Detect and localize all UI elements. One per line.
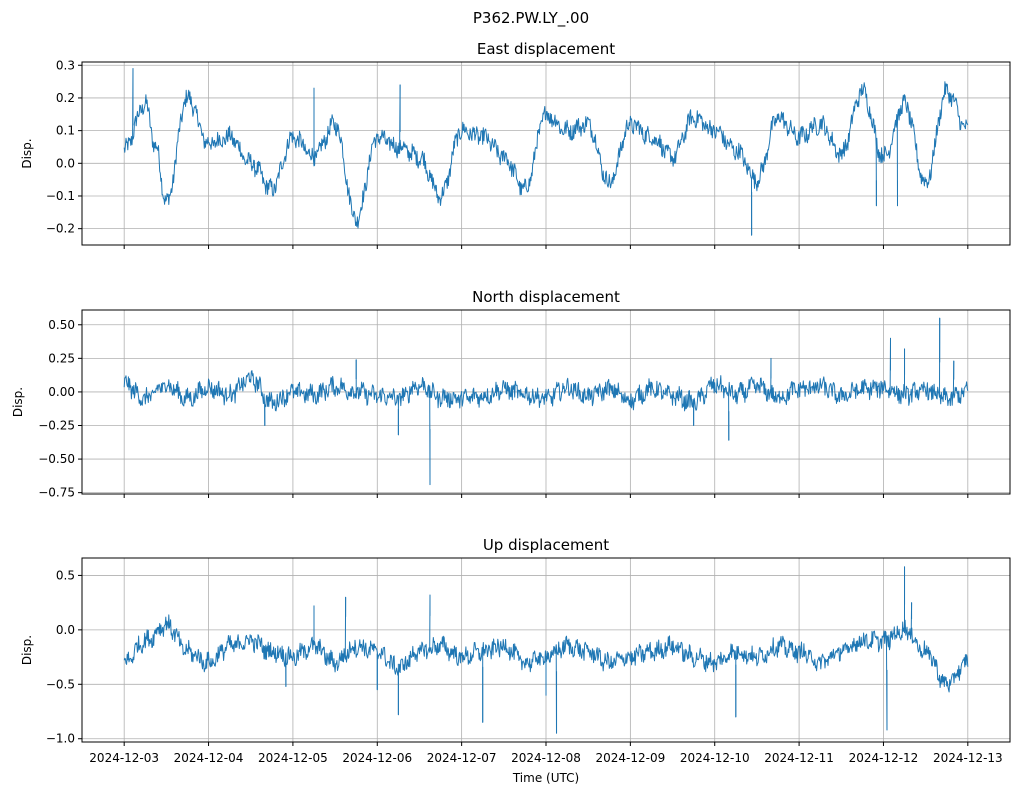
panel-title: North displacement — [472, 288, 620, 306]
x-tick-label: 2024-12-12 — [849, 751, 919, 765]
x-tick-label: 2024-12-07 — [427, 751, 497, 765]
y-tick-label: 0.0 — [56, 156, 75, 170]
y-axis-label: Disp. — [11, 387, 25, 417]
y-tick-label: 0.2 — [56, 91, 75, 105]
x-tick-label: 2024-12-08 — [511, 751, 581, 765]
x-tick-label: 2024-12-04 — [174, 751, 244, 765]
displacement-series-line — [123, 566, 969, 734]
panel-title: Up displacement — [483, 536, 609, 554]
y-tick-label: −1.0 — [46, 732, 75, 746]
y-tick-label: 0.3 — [56, 58, 75, 72]
y-tick-label: 0.00 — [48, 385, 75, 399]
x-axis-label: Time (UTC) — [512, 771, 579, 785]
y-tick-label: 0.5 — [56, 568, 75, 582]
y-tick-label: 0.25 — [48, 351, 75, 365]
y-axis-label: Disp. — [20, 635, 34, 665]
y-tick-label: −0.5 — [46, 677, 75, 691]
x-tick-label: 2024-12-03 — [89, 751, 159, 765]
panel-2: −0.75 −0.50 −0.25 0.00 0.25 0.50 North displac… — [11, 288, 1011, 500]
x-tick-label: 2024-12-09 — [595, 751, 665, 765]
x-tick-label: 2024-12-05 — [258, 751, 328, 765]
y-tick-label: −0.50 — [38, 452, 75, 466]
panel-title: East displacement — [477, 40, 615, 58]
y-axis-label: Disp. — [20, 138, 34, 168]
figure-suptitle: P362.PW.LY_.00 — [473, 9, 589, 28]
x-tick-label: 2024-12-06 — [342, 751, 412, 765]
y-tick-label: −0.25 — [38, 419, 75, 433]
x-tick-label: 2024-12-10 — [680, 751, 750, 765]
y-tick-label: 0.1 — [56, 124, 75, 138]
panel-1: −0.2 −0.1 0.0 0.1 0.2 0.3 East displacement Dis… — [20, 40, 1011, 249]
displacement-series-line — [123, 68, 969, 236]
displacement-series-line — [123, 317, 969, 486]
y-tick-label: −0.75 — [38, 486, 75, 500]
x-tick-label: 2024-12-11 — [764, 751, 834, 765]
y-tick-label: −0.2 — [46, 222, 75, 236]
panel-3: −1.0 −0.5 0.0 0.5 2024-12-03 2024-12-04 2024-1… — [20, 536, 1011, 765]
y-tick-label: 0.50 — [48, 318, 75, 332]
x-tick-label: 2024-12-13 — [933, 751, 1003, 765]
y-tick-label: 0.0 — [56, 623, 75, 637]
y-tick-label: −0.1 — [46, 189, 75, 203]
